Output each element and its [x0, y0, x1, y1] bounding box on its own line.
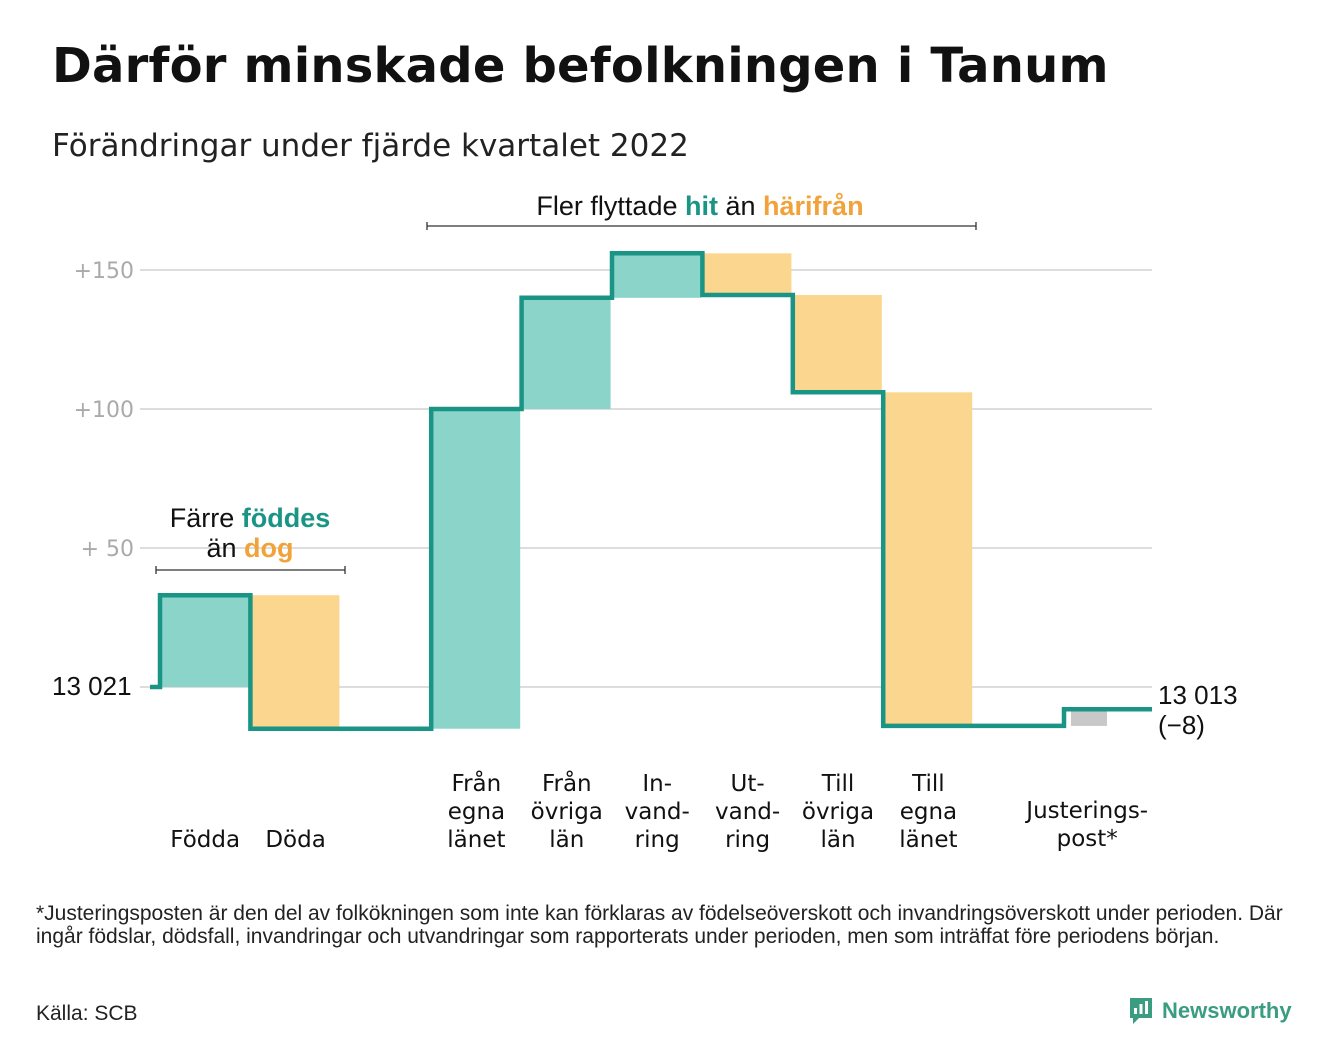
- category-label: vand-: [625, 799, 690, 825]
- category-label: In-: [642, 771, 672, 797]
- category-label: Till: [911, 771, 945, 797]
- category-label: länet: [447, 827, 505, 853]
- annotation-migration: Fler flyttade hit än härifrån: [536, 191, 863, 221]
- category-label: egna: [448, 799, 505, 825]
- end-value-label: 13 013: [1158, 680, 1238, 710]
- bar-adjustment: [1071, 709, 1107, 726]
- category-label: vand-: [715, 799, 780, 825]
- category-label: län: [820, 827, 855, 853]
- category-label: Ut-: [731, 771, 765, 797]
- bar-decrease: [702, 253, 792, 296]
- bar-increase: [160, 595, 249, 687]
- category-label: Döda: [265, 827, 325, 853]
- bar-decrease: [250, 595, 340, 729]
- y-tick-label: +100: [74, 398, 134, 423]
- category-label: länet: [899, 827, 957, 853]
- y-tick-label: + 50: [81, 537, 134, 562]
- step-line: [150, 251, 1152, 731]
- category-label: län: [549, 827, 584, 853]
- start-value-label: 13 021: [52, 671, 132, 701]
- category-label: Från: [452, 769, 502, 797]
- category-label-layer: Födda DödaFrånegnalänetFrånövrigalänIn-va…: [170, 769, 1148, 853]
- category-label: ring: [725, 827, 770, 853]
- bar-increase: [431, 409, 521, 729]
- annotation-bracket-top: [426, 222, 977, 230]
- brand-name: Newsworthy: [1162, 998, 1292, 1023]
- category-label: övriga: [531, 799, 603, 825]
- category-label: Justerings-: [1024, 798, 1148, 824]
- bar-decrease: [883, 392, 973, 726]
- end-change-label: (−8): [1158, 710, 1205, 740]
- category-label: Från: [542, 769, 592, 797]
- bar-increase: [521, 297, 611, 409]
- bar-increase: [612, 253, 701, 298]
- category-label: ring: [635, 827, 680, 853]
- chart-subtitle: Förändringar under fjärde kvartalet 2022: [52, 128, 689, 164]
- footnote: *Justeringsposten är den del av folkökni…: [36, 902, 1283, 948]
- bar-layer: [160, 253, 1107, 729]
- newsworthy-chart-icon: [1130, 998, 1152, 1024]
- category-label: egna: [900, 799, 957, 825]
- step-line-layer: [150, 251, 1152, 731]
- source-note: Källa: SCB: [36, 1002, 138, 1025]
- newsworthy-logo: Newsworthy: [1128, 996, 1292, 1026]
- category-label: Till: [821, 771, 855, 797]
- bar-decrease: [792, 295, 882, 393]
- category-label: Födda: [170, 827, 240, 853]
- annotation-bracket-left: [155, 566, 346, 574]
- annotation-births-deaths-line1: Färre föddes: [170, 503, 331, 533]
- annotation-births-deaths-line2: än dog: [206, 533, 293, 563]
- category-label: övriga: [802, 799, 874, 825]
- category-label: post*: [1057, 826, 1118, 852]
- y-tick-label: +150: [74, 259, 134, 284]
- chart-title: Därför minskade befolkningen i Tanum: [52, 38, 1109, 94]
- waterfall-chart: +150+100+ 50 Födda DödaFrånegnalänetFrånö…: [52, 191, 1238, 853]
